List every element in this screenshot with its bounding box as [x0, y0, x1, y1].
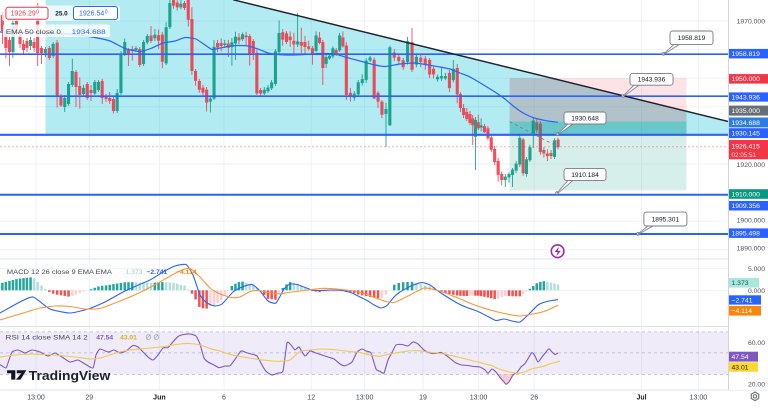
svg-text:−4.114: −4.114 [732, 308, 753, 315]
svg-text:−2.741: −2.741 [732, 297, 753, 304]
svg-text:5.000: 5.000 [748, 266, 765, 273]
svg-text:1958.819: 1958.819 [732, 51, 761, 58]
svg-text:13:00: 13:00 [690, 395, 708, 402]
svg-text:1943.936: 1943.936 [732, 94, 761, 101]
svg-text:1900.000: 1900.000 [737, 218, 766, 225]
svg-text:1935.000: 1935.000 [732, 108, 761, 115]
svg-text:1926.29: 1926.29 [11, 11, 36, 18]
svg-text:1950.000: 1950.000 [732, 76, 761, 83]
svg-text:0.000: 0.000 [748, 288, 765, 295]
svg-text:13:00: 13:00 [470, 395, 488, 402]
svg-text:1920.000: 1920.000 [737, 162, 766, 169]
svg-text:1930.145: 1930.145 [732, 131, 761, 138]
svg-text:13:00: 13:00 [356, 395, 374, 402]
svg-text:43.01: 43.01 [120, 334, 137, 341]
svg-text:1895.301: 1895.301 [652, 216, 680, 223]
svg-text:RSI 14 close SMA 14 2: RSI 14 close SMA 14 2 [6, 334, 88, 341]
svg-text:1926.415: 1926.415 [732, 144, 761, 151]
svg-text:1970.000: 1970.000 [737, 18, 766, 25]
svg-text:1910.000: 1910.000 [732, 191, 761, 198]
svg-text:∅ ∅: ∅ ∅ [145, 334, 159, 341]
svg-text:25.0: 25.0 [55, 11, 68, 18]
svg-text:Jun: Jun [153, 395, 165, 402]
svg-text:13:00: 13:00 [27, 395, 45, 402]
svg-text:1895.498: 1895.498 [732, 231, 761, 238]
svg-text:−4.114: −4.114 [176, 269, 197, 276]
svg-text:29: 29 [85, 395, 93, 402]
svg-text:1926.54: 1926.54 [79, 11, 104, 18]
svg-text:26: 26 [530, 395, 538, 402]
svg-text:02:05:51: 02:05:51 [732, 152, 757, 159]
svg-text:1910.184: 1910.184 [571, 172, 599, 179]
svg-text:47.54: 47.54 [732, 354, 749, 361]
svg-text:−2.741: −2.741 [147, 269, 168, 276]
svg-text:1943.936: 1943.936 [638, 77, 666, 84]
svg-text:60.00: 60.00 [748, 340, 765, 347]
svg-text:1.373: 1.373 [126, 269, 143, 276]
svg-text:1930.648: 1930.648 [571, 115, 599, 122]
svg-text:1958.819: 1958.819 [678, 35, 706, 42]
svg-text:EMA 50 close 0: EMA 50 close 0 [6, 29, 61, 36]
svg-text:Jul: Jul [636, 395, 646, 402]
svg-text:TradingView: TradingView [29, 368, 111, 383]
svg-text:1.373: 1.373 [732, 280, 749, 287]
svg-text:0: 0 [36, 9, 39, 15]
svg-text:MACD 12 26 close 9 EMA EMA: MACD 12 26 close 9 EMA EMA [7, 269, 113, 276]
svg-text:47.54: 47.54 [96, 334, 113, 341]
svg-text:1890.000: 1890.000 [737, 245, 766, 252]
svg-text:6: 6 [222, 395, 226, 402]
svg-text:19: 19 [419, 395, 427, 402]
svg-text:0: 0 [105, 9, 108, 15]
svg-text:1934.688: 1934.688 [732, 120, 761, 127]
svg-text:1934.688: 1934.688 [72, 29, 106, 36]
svg-text:12: 12 [307, 395, 315, 402]
svg-text:20.00: 20.00 [748, 382, 765, 389]
svg-text:43.01: 43.01 [732, 364, 749, 371]
svg-text:1909.356: 1909.356 [732, 203, 761, 210]
